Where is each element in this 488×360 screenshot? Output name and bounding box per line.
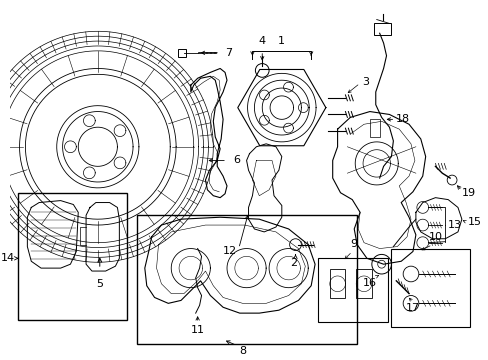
Bar: [178, 49, 185, 57]
Text: 6: 6: [232, 156, 240, 166]
Text: 12: 12: [222, 247, 236, 256]
Text: 7: 7: [224, 48, 232, 58]
Text: 10: 10: [427, 232, 442, 242]
Bar: [373, 23, 390, 35]
Text: 5: 5: [96, 279, 103, 289]
Bar: [18, 193, 127, 320]
Text: 4: 4: [258, 36, 265, 46]
Text: 19: 19: [461, 188, 475, 198]
Text: 3: 3: [361, 77, 368, 87]
Bar: [369, 120, 379, 137]
Text: 16: 16: [362, 278, 376, 288]
Bar: [329, 269, 345, 298]
Text: 17: 17: [405, 303, 419, 313]
Text: 14: 14: [0, 253, 15, 263]
Text: 18: 18: [395, 114, 409, 124]
Text: 1: 1: [278, 36, 285, 46]
Bar: [137, 215, 356, 345]
Text: 11: 11: [190, 325, 204, 335]
Bar: [390, 248, 469, 327]
Text: 13: 13: [447, 220, 461, 230]
Text: 2: 2: [289, 258, 297, 268]
Bar: [355, 269, 371, 298]
Text: 15: 15: [467, 217, 481, 227]
Bar: [317, 258, 387, 322]
Text: 9: 9: [350, 239, 357, 248]
Text: 8: 8: [239, 346, 246, 356]
